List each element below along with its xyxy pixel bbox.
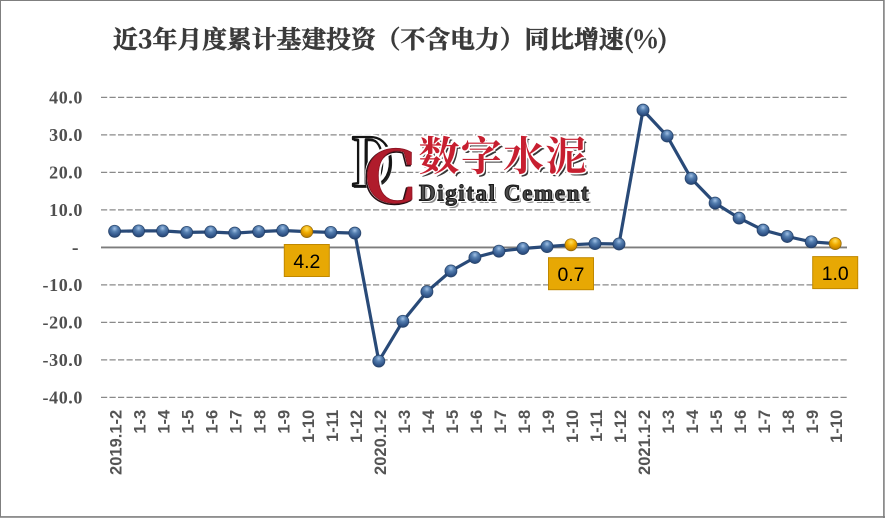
svg-text:1-3: 1-3 <box>396 410 414 434</box>
svg-text:1-9: 1-9 <box>540 410 558 434</box>
svg-text:1-9: 1-9 <box>276 410 294 434</box>
svg-text:2019.1-2: 2019.1-2 <box>108 410 126 475</box>
svg-text:1-7: 1-7 <box>228 410 246 434</box>
svg-text:-30.0: -30.0 <box>43 350 84 370</box>
svg-text:1-10: 1-10 <box>564 410 582 443</box>
svg-text:1-4: 1-4 <box>420 409 438 434</box>
svg-text:1-8: 1-8 <box>780 410 798 434</box>
svg-text:1-7: 1-7 <box>492 410 510 434</box>
svg-text:1-12: 1-12 <box>348 410 366 443</box>
svg-text:1-12: 1-12 <box>612 410 630 443</box>
svg-text:1-8: 1-8 <box>252 410 270 434</box>
svg-text:1-11: 1-11 <box>324 410 342 442</box>
svg-text:1-11: 1-11 <box>588 410 606 442</box>
svg-text:0.7: 0.7 <box>558 264 585 286</box>
svg-text:1-7: 1-7 <box>756 410 774 434</box>
svg-text:1-6: 1-6 <box>204 410 222 434</box>
svg-text:1-4: 1-4 <box>684 409 702 434</box>
svg-text:30.0: 30.0 <box>49 125 83 145</box>
svg-text:1-4: 1-4 <box>156 409 174 434</box>
svg-text:1-10: 1-10 <box>828 410 846 443</box>
svg-text:1-9: 1-9 <box>804 410 822 434</box>
svg-text:-40.0: -40.0 <box>43 388 84 408</box>
svg-text:20.0: 20.0 <box>49 163 83 183</box>
svg-text:40.0: 40.0 <box>49 88 83 108</box>
svg-text:-10.0: -10.0 <box>43 275 84 295</box>
svg-text:2021.1-2: 2021.1-2 <box>636 410 654 475</box>
svg-text:1-6: 1-6 <box>732 410 750 434</box>
svg-text:1-3: 1-3 <box>660 410 678 434</box>
svg-text:-: - <box>72 237 79 259</box>
svg-text:1-6: 1-6 <box>468 410 486 434</box>
svg-text:-20.0: -20.0 <box>43 313 84 333</box>
svg-text:4.2: 4.2 <box>293 251 320 273</box>
svg-text:1.0: 1.0 <box>822 263 849 285</box>
svg-text:1-5: 1-5 <box>708 410 726 434</box>
svg-text:1-3: 1-3 <box>132 410 150 434</box>
svg-text:1-10: 1-10 <box>300 410 318 443</box>
svg-text:Digital Cement: Digital Cement <box>421 183 592 208</box>
svg-text:1-8: 1-8 <box>516 410 534 434</box>
svg-text:2020.1-2: 2020.1-2 <box>372 410 390 475</box>
svg-text:1-5: 1-5 <box>180 410 198 434</box>
svg-text:1-5: 1-5 <box>444 410 462 434</box>
svg-text:10.0: 10.0 <box>49 200 83 220</box>
svg-text:Digital Cement: Digital Cement <box>419 181 590 206</box>
svg-text:Digital Cement: Digital Cement <box>419 181 590 206</box>
